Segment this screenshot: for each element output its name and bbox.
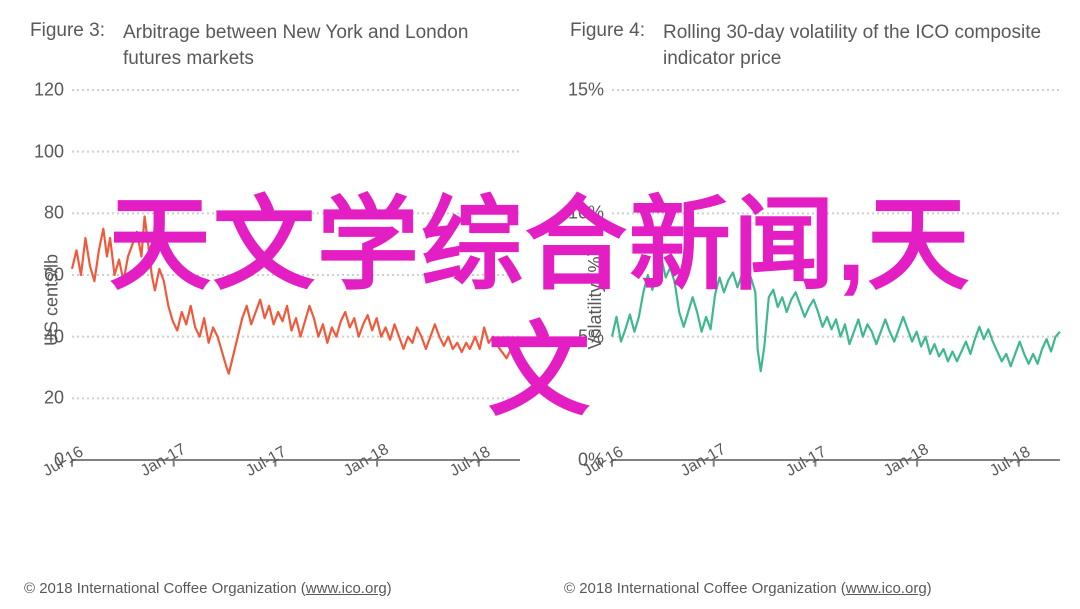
chart-panels: Figure 3: Arbitrage between New York and… — [0, 0, 1080, 609]
figure3-chart: US cents/lb 020406080100120Jul-16Jan-17J… — [10, 90, 530, 510]
ytick-label: 20 — [44, 388, 72, 409]
ytick-label: 120 — [34, 80, 72, 101]
figure4-plot-area: 0%5%10%15%Jul-16Jan-17Jul-17Jan-18Jul-18 — [612, 90, 1060, 460]
data-line — [612, 258, 1060, 371]
figure4-title: Rolling 30-day volatility of the ICO com… — [663, 20, 1060, 90]
figure4-header: Figure 4: Rolling 30-day volatility of t… — [550, 20, 1070, 90]
copyright-link[interactable]: www.ico.org — [846, 580, 927, 597]
xtick-label: Jul-16 — [577, 438, 627, 481]
figure3-title: Arbitrage between New York and London fu… — [123, 20, 520, 90]
ytick-label: 15% — [568, 80, 612, 101]
plot-svg — [72, 90, 520, 460]
ytick-label: 80 — [44, 203, 72, 224]
plot-svg — [612, 90, 1060, 460]
figure4-copyright: © 2018 International Coffee Organization… — [564, 580, 932, 597]
copyright-suffix: ) — [387, 580, 392, 597]
figure3-header: Figure 3: Arbitrage between New York and… — [10, 20, 530, 90]
ytick-label: 5% — [578, 326, 612, 347]
figure4-chart: Volatility (%) 0%5%10%15%Jul-16Jan-17Jul… — [550, 90, 1070, 510]
copyright-link[interactable]: www.ico.org — [306, 580, 387, 597]
ytick-label: 40 — [44, 326, 72, 347]
ytick-label: 100 — [34, 141, 72, 162]
figure3-panel: Figure 3: Arbitrage between New York and… — [0, 0, 540, 609]
data-line — [72, 216, 520, 373]
copyright-prefix: © 2018 International Coffee Organization… — [24, 580, 306, 597]
xtick-label: Jul-16 — [37, 438, 87, 481]
copyright-suffix: ) — [927, 580, 932, 597]
figure3-plot-area: 020406080100120Jul-16Jan-17Jul-17Jan-18J… — [72, 90, 520, 460]
figure4-panel: Figure 4: Rolling 30-day volatility of t… — [540, 0, 1080, 609]
copyright-prefix: © 2018 International Coffee Organization… — [564, 580, 846, 597]
ytick-label: 10% — [568, 203, 612, 224]
ytick-label: 60 — [44, 265, 72, 286]
figure3-copyright: © 2018 International Coffee Organization… — [24, 580, 392, 597]
